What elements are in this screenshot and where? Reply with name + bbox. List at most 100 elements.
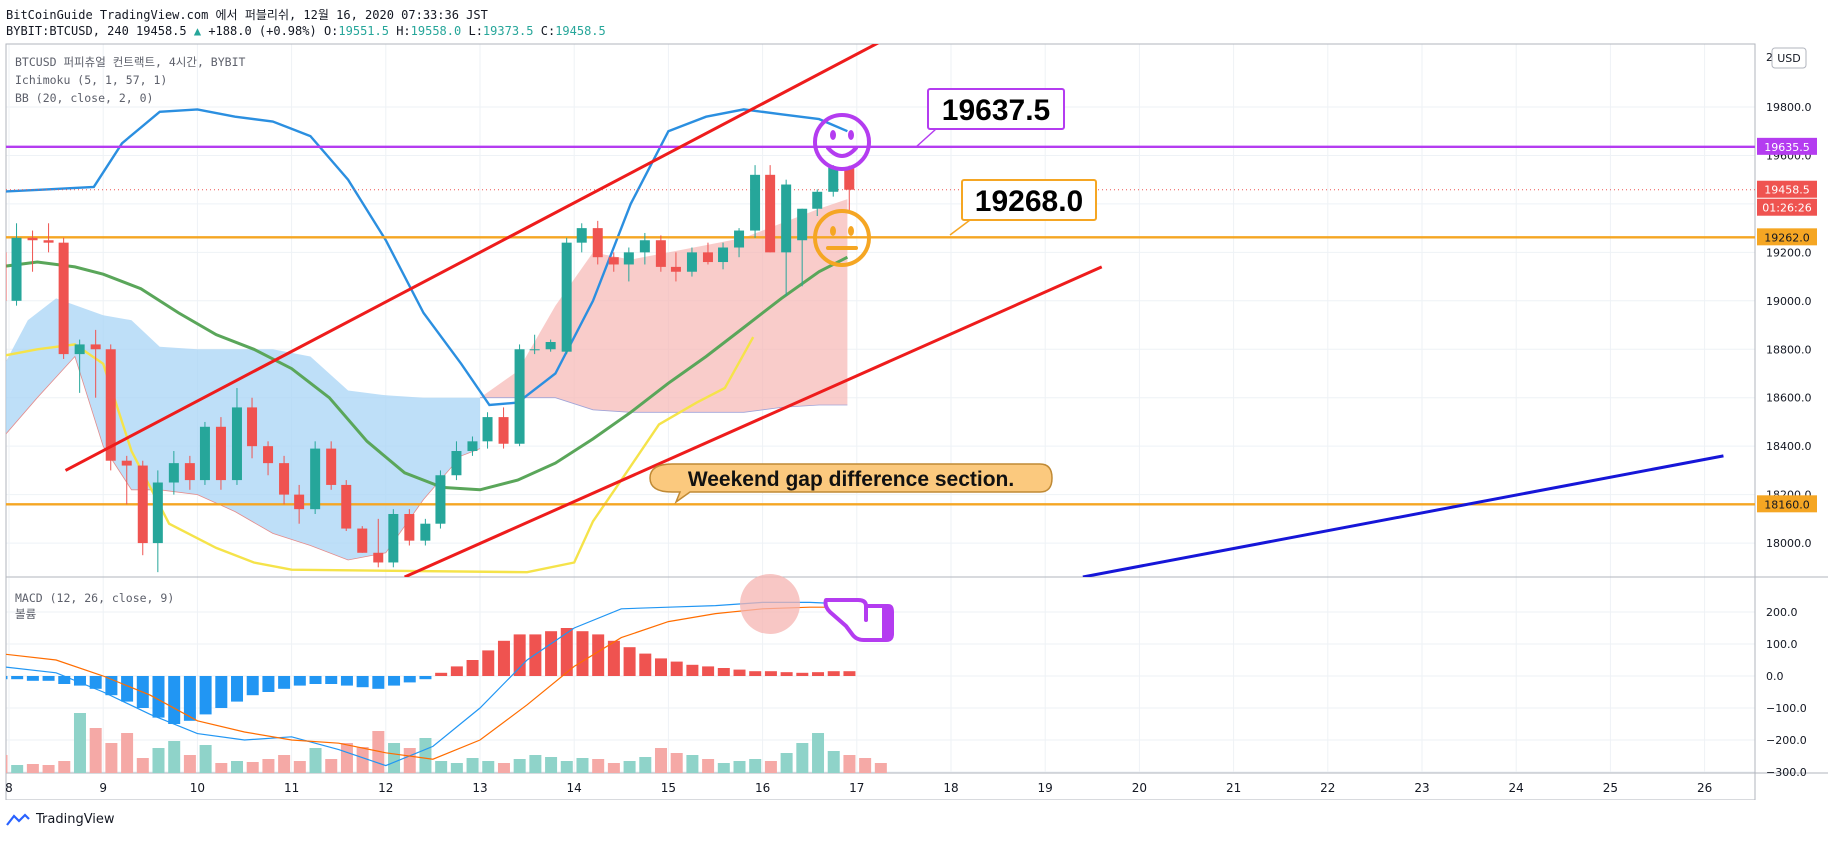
candle-body[interactable] (420, 523, 431, 541)
candle-body[interactable] (310, 448, 321, 510)
candle-body[interactable] (765, 174, 776, 253)
volume-bar (780, 753, 793, 773)
candle-body[interactable] (467, 441, 478, 452)
axis-tick-label: 19800.0 (1766, 101, 1812, 114)
candle-body[interactable] (215, 426, 226, 481)
annotation-19637-5-box[interactable] (927, 88, 1065, 130)
trend-line-2[interactable] (404, 265, 1103, 577)
candle-body[interactable] (263, 446, 274, 464)
trend-line-1[interactable] (64, 34, 895, 472)
orange-lower-label-bg[interactable] (1757, 495, 1817, 513)
candle-body[interactable] (404, 514, 415, 541)
candle-body[interactable] (844, 167, 855, 190)
candle-body[interactable] (451, 451, 462, 476)
volume-bar (73, 713, 86, 773)
annotation-19268-0-text: 19268.0 (975, 185, 1083, 218)
macd-histogram-bar (529, 634, 542, 676)
orange-upper-label-bg[interactable] (1757, 228, 1817, 246)
time-tick-label: 8 (5, 781, 13, 795)
candle-body[interactable] (608, 257, 619, 265)
candle-body[interactable] (294, 494, 305, 510)
candle-body[interactable] (11, 237, 22, 301)
candle-body[interactable] (341, 484, 352, 529)
candle-body[interactable] (498, 417, 509, 444)
open-label: O: (323, 24, 339, 38)
candle-body[interactable] (655, 240, 666, 267)
candle-body[interactable] (74, 344, 85, 355)
volume-bar (639, 757, 652, 773)
candle-body[interactable] (686, 252, 697, 272)
volume-bar (560, 761, 573, 773)
time-tick-label: 23 (1414, 781, 1429, 795)
candle-body[interactable] (592, 228, 603, 258)
candle-body[interactable] (435, 475, 446, 524)
candle-body[interactable] (797, 208, 808, 241)
countdown-label-bg[interactable] (1757, 198, 1817, 216)
candle-body[interactable] (529, 349, 540, 351)
candle-body[interactable] (561, 242, 572, 352)
volume-bar (466, 758, 479, 773)
macd-histogram-bar (749, 671, 762, 676)
trading-chart[interactable]: 19637.5 19268.0 Weekend gap difference sec… (0, 0, 1828, 800)
candle-body[interactable] (90, 344, 101, 350)
candle-body[interactable] (828, 167, 839, 192)
candle-body[interactable] (545, 341, 556, 350)
candle-body[interactable] (121, 460, 132, 466)
currency-button-label: USD (1777, 52, 1801, 65)
candle-body[interactable] (231, 407, 242, 481)
legend-macd: MACD (12, 26, close, 9) (15, 591, 174, 605)
candle-body[interactable] (576, 228, 587, 243)
callout-bubble[interactable] (649, 463, 1053, 505)
candle-body[interactable] (137, 465, 148, 544)
currency-button-bg[interactable] (1771, 47, 1807, 69)
candle-body[interactable] (514, 349, 525, 444)
candle-body[interactable] (388, 514, 399, 563)
trend-line-3[interactable] (1082, 454, 1724, 577)
last-price-label-bg[interactable] (1757, 180, 1817, 198)
tradingview-logo-icon (6, 812, 30, 826)
candle-body[interactable] (718, 247, 729, 263)
candle-body[interactable] (43, 240, 54, 243)
candle-body[interactable] (373, 552, 384, 563)
candle-body[interactable] (750, 174, 761, 231)
axis-tick-top-partial: 2 (1766, 51, 1773, 64)
candle-body[interactable] (168, 463, 179, 483)
macd-axis-tick-label: −300.0 (1766, 766, 1807, 779)
candle-body[interactable] (781, 184, 792, 253)
time-tick-label: 20 (1132, 781, 1147, 795)
candle-body[interactable] (105, 349, 116, 461)
volume-bar (262, 759, 275, 773)
candle-body[interactable] (58, 242, 69, 355)
candle-body[interactable] (326, 448, 337, 485)
time-tick-label: 13 (472, 781, 487, 795)
macd-histogram-bar (545, 631, 558, 676)
volume-bar (89, 728, 102, 773)
macd-histogram-bar (340, 676, 353, 686)
candle-body[interactable] (702, 252, 713, 263)
candle-body[interactable] (279, 463, 290, 495)
candle-body[interactable] (0, 252, 7, 301)
volume-bar (482, 761, 495, 773)
candle-body[interactable] (623, 252, 634, 265)
candle-body[interactable] (812, 191, 823, 209)
candle-body[interactable] (152, 482, 163, 544)
candle-body[interactable] (639, 240, 650, 253)
candle-body[interactable] (247, 407, 258, 447)
candle-body[interactable] (670, 266, 681, 272)
price-legend: BTCUSD 퍼피츄얼 컨트랙트, 4시간, BYBIT Ichimoku (5,… (15, 55, 245, 105)
candle-body[interactable] (734, 230, 745, 248)
high-label: H: (396, 24, 411, 38)
ichimoku-span-a-line (480, 397, 848, 413)
pointing-hand-icon (823, 598, 894, 642)
candle-body[interactable] (27, 237, 38, 241)
purple-level-label-bg[interactable] (1757, 137, 1817, 155)
candle-body[interactable] (184, 463, 195, 481)
annotation-19637-5-pointer (915, 128, 937, 148)
time-tick-label: 24 (1509, 781, 1524, 795)
candle-body[interactable] (357, 528, 368, 553)
footer-brand: TradingView (36, 812, 115, 827)
candle-body[interactable] (482, 417, 493, 442)
macd-histogram-bar (466, 660, 479, 676)
annotation-19268-0-box[interactable] (961, 179, 1097, 221)
candle-body[interactable] (199, 426, 210, 481)
